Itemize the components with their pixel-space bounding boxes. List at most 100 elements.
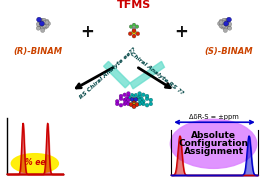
Text: +: + bbox=[80, 23, 94, 41]
Circle shape bbox=[39, 23, 43, 27]
Circle shape bbox=[225, 23, 229, 27]
Circle shape bbox=[36, 26, 40, 30]
Circle shape bbox=[138, 94, 141, 98]
Circle shape bbox=[42, 20, 46, 25]
Circle shape bbox=[45, 20, 49, 25]
Circle shape bbox=[132, 105, 136, 108]
Circle shape bbox=[141, 102, 145, 106]
Circle shape bbox=[219, 19, 223, 23]
Circle shape bbox=[145, 94, 149, 98]
Circle shape bbox=[135, 102, 139, 107]
Circle shape bbox=[219, 20, 223, 25]
Circle shape bbox=[220, 25, 225, 29]
Circle shape bbox=[149, 102, 153, 106]
Ellipse shape bbox=[170, 119, 257, 168]
Circle shape bbox=[134, 97, 138, 101]
Circle shape bbox=[119, 94, 123, 98]
Circle shape bbox=[132, 29, 136, 34]
Circle shape bbox=[44, 22, 48, 26]
Circle shape bbox=[132, 99, 136, 103]
Text: Absolute: Absolute bbox=[191, 132, 236, 140]
Circle shape bbox=[44, 25, 48, 29]
Text: Configuration: Configuration bbox=[179, 139, 249, 148]
Circle shape bbox=[145, 97, 149, 101]
Text: RS Chiral Analyte ee??: RS Chiral Analyte ee?? bbox=[78, 46, 137, 100]
Circle shape bbox=[132, 29, 136, 33]
Circle shape bbox=[40, 21, 44, 26]
Circle shape bbox=[140, 97, 143, 101]
Circle shape bbox=[132, 23, 136, 26]
Circle shape bbox=[145, 103, 149, 107]
Circle shape bbox=[141, 93, 145, 97]
Text: (R)-BINAM: (R)-BINAM bbox=[0, 188, 1, 189]
Circle shape bbox=[224, 21, 228, 26]
Circle shape bbox=[128, 32, 132, 36]
Circle shape bbox=[41, 26, 45, 30]
Text: (R)-BINAM: (R)-BINAM bbox=[13, 47, 62, 56]
Circle shape bbox=[226, 25, 230, 29]
Circle shape bbox=[42, 18, 46, 22]
Circle shape bbox=[225, 20, 229, 25]
Circle shape bbox=[126, 92, 130, 95]
Circle shape bbox=[39, 18, 43, 22]
Circle shape bbox=[222, 24, 226, 28]
Circle shape bbox=[125, 97, 128, 101]
Circle shape bbox=[135, 25, 139, 28]
Text: ΔδR-S = ±ppm: ΔδR-S = ±ppm bbox=[189, 114, 238, 120]
Circle shape bbox=[115, 102, 119, 106]
Circle shape bbox=[46, 22, 51, 26]
Circle shape bbox=[123, 102, 126, 106]
Circle shape bbox=[141, 99, 145, 103]
Circle shape bbox=[138, 102, 141, 106]
Text: ((R))-BINAM: ((R))-BINAM bbox=[0, 188, 1, 189]
Circle shape bbox=[126, 94, 130, 98]
Polygon shape bbox=[130, 61, 164, 89]
Circle shape bbox=[226, 22, 230, 26]
Circle shape bbox=[132, 101, 136, 105]
Circle shape bbox=[218, 22, 222, 26]
Text: +: + bbox=[174, 23, 188, 41]
Circle shape bbox=[45, 24, 49, 28]
Circle shape bbox=[136, 32, 140, 36]
Circle shape bbox=[222, 20, 226, 25]
Circle shape bbox=[222, 18, 226, 22]
Ellipse shape bbox=[11, 154, 58, 173]
Circle shape bbox=[119, 97, 123, 101]
Circle shape bbox=[133, 94, 136, 98]
Circle shape bbox=[223, 21, 227, 25]
Circle shape bbox=[123, 93, 126, 97]
Circle shape bbox=[37, 17, 41, 22]
Circle shape bbox=[129, 96, 132, 99]
Circle shape bbox=[223, 19, 227, 23]
Circle shape bbox=[220, 22, 225, 26]
Circle shape bbox=[41, 21, 45, 25]
Circle shape bbox=[149, 98, 153, 102]
Circle shape bbox=[115, 99, 119, 103]
Circle shape bbox=[140, 101, 143, 105]
Circle shape bbox=[129, 102, 133, 107]
Circle shape bbox=[138, 92, 141, 95]
Circle shape bbox=[134, 93, 137, 96]
Circle shape bbox=[41, 28, 45, 33]
Circle shape bbox=[228, 26, 232, 30]
Circle shape bbox=[45, 19, 49, 23]
Circle shape bbox=[132, 34, 136, 38]
Circle shape bbox=[126, 98, 130, 102]
Circle shape bbox=[123, 98, 126, 102]
Circle shape bbox=[38, 22, 42, 26]
Circle shape bbox=[130, 97, 134, 101]
Circle shape bbox=[225, 18, 229, 22]
Circle shape bbox=[42, 24, 46, 28]
Circle shape bbox=[226, 17, 231, 22]
Circle shape bbox=[136, 96, 139, 99]
Text: (S)-BINAM: (S)-BINAM bbox=[204, 47, 253, 56]
Text: % ee: % ee bbox=[24, 158, 45, 167]
Circle shape bbox=[132, 27, 136, 31]
Circle shape bbox=[38, 25, 42, 29]
Circle shape bbox=[36, 22, 40, 26]
Text: Assignment: Assignment bbox=[183, 147, 244, 156]
Circle shape bbox=[131, 93, 134, 96]
Circle shape bbox=[138, 98, 141, 102]
Circle shape bbox=[219, 24, 223, 28]
Circle shape bbox=[126, 102, 130, 106]
